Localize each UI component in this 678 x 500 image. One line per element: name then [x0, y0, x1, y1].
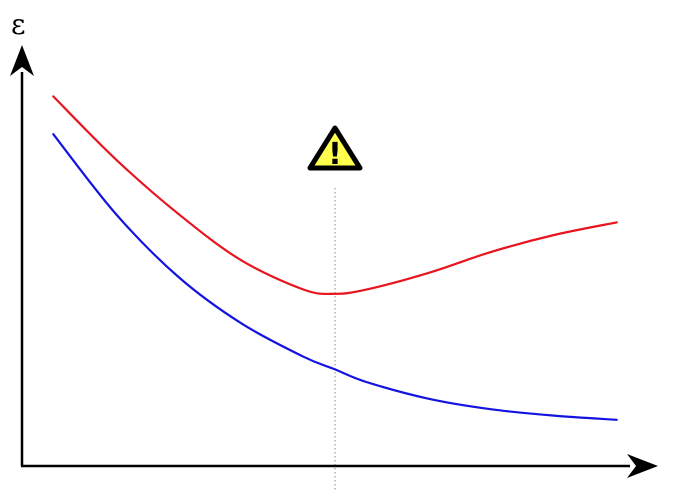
x-axis-arrow: [627, 454, 658, 478]
warning-triangle: [307, 125, 363, 171]
y-axis-arrow: [10, 45, 34, 76]
series-line-1: [52, 95, 618, 296]
y-axis-label: ε: [11, 8, 26, 41]
series-line-2: [52, 133, 618, 421]
warning-icon: !: [307, 125, 363, 172]
warning-exclamation: !: [328, 137, 342, 172]
series-layer: [52, 95, 618, 421]
